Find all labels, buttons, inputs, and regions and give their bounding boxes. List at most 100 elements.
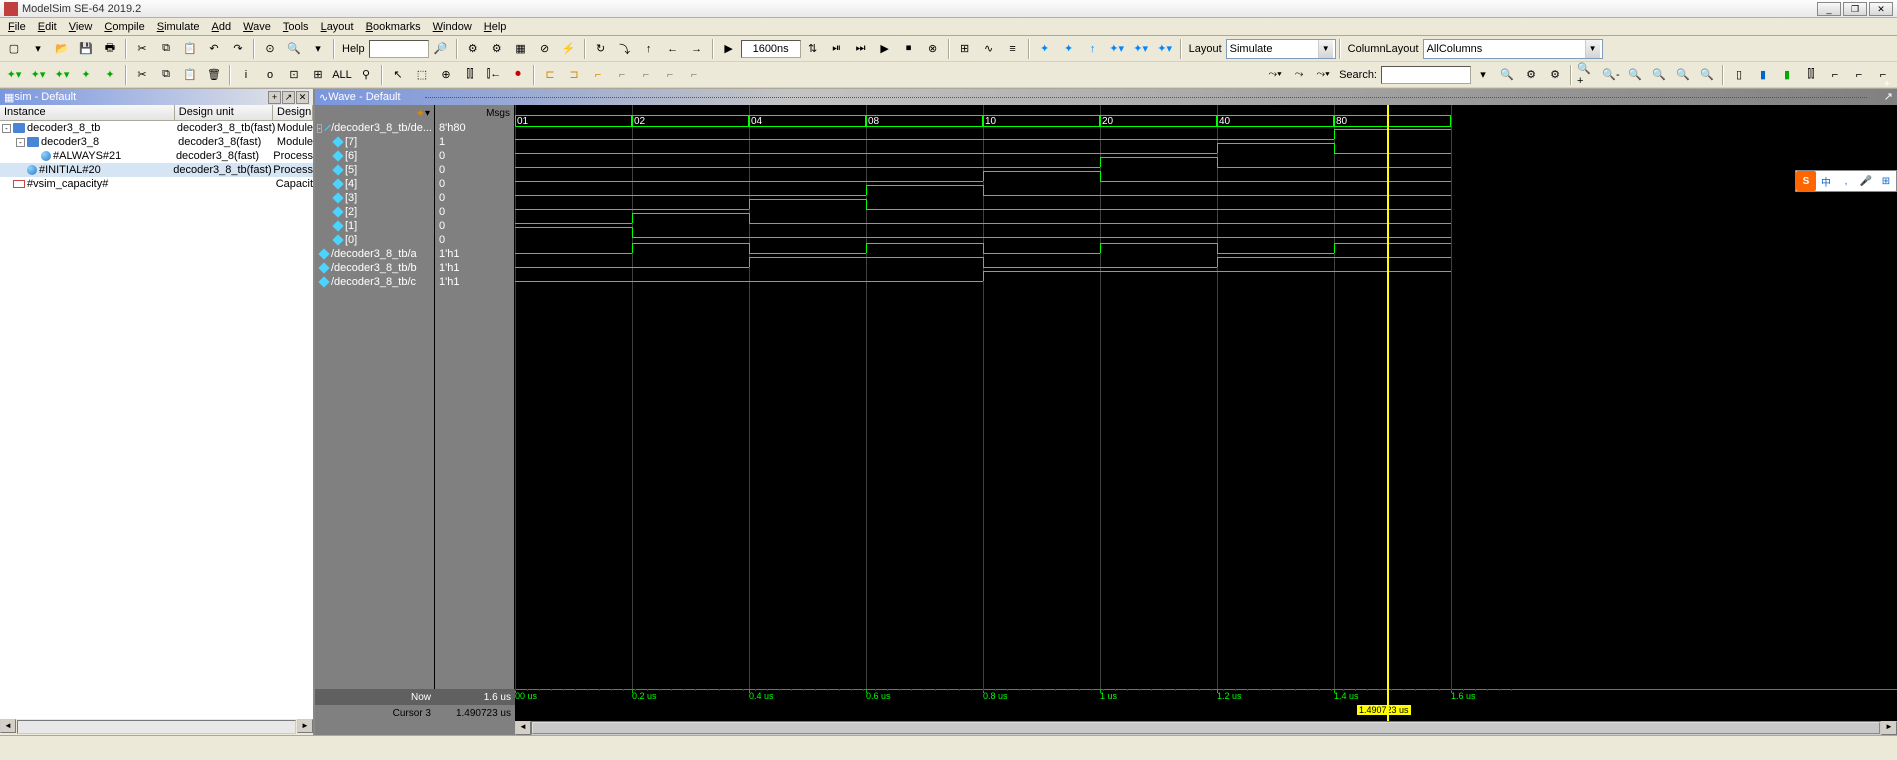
- edge-z-icon[interactable]: ⌐: [683, 64, 705, 86]
- fmt5-icon[interactable]: ⌐: [1824, 64, 1846, 86]
- ime-punct[interactable]: ,: [1836, 171, 1856, 191]
- trace2-icon[interactable]: ⤳: [1288, 64, 1310, 86]
- menu-add[interactable]: Add: [206, 19, 238, 35]
- signal-row[interactable]: /decoder3_8_tb/a: [315, 247, 434, 261]
- signal-row[interactable]: [2]: [315, 205, 434, 219]
- columnlayout-select[interactable]: AllColumns: [1423, 39, 1603, 59]
- menu-window[interactable]: Window: [427, 19, 478, 35]
- ime-lang[interactable]: 中: [1816, 171, 1836, 191]
- paste2-icon[interactable]: 📋: [179, 64, 201, 86]
- binoculars-icon[interactable]: 🔍: [283, 38, 305, 60]
- signal-row[interactable]: [5]: [315, 163, 434, 177]
- sim-icon[interactable]: ▦: [510, 38, 532, 60]
- collapse-icon[interactable]: ⫿←: [483, 64, 505, 86]
- fmt4-icon[interactable]: ⫿⫿: [1800, 64, 1822, 86]
- zoom-cursor-icon[interactable]: 🔍: [1648, 64, 1670, 86]
- menu-wave[interactable]: Wave: [237, 19, 277, 35]
- copy2-icon[interactable]: ⧉: [155, 64, 177, 86]
- cursor-up-icon[interactable]: ↑: [1082, 38, 1104, 60]
- undo-icon[interactable]: ↶: [203, 38, 225, 60]
- pointer-icon[interactable]: ↖: [387, 64, 409, 86]
- wave-icon[interactable]: ∿: [978, 38, 1000, 60]
- tree-expand-icon[interactable]: -: [16, 138, 25, 147]
- redo-icon[interactable]: ↷: [227, 38, 249, 60]
- open-icon[interactable]: 📂: [51, 38, 73, 60]
- trace3-icon[interactable]: ⤳▾: [1312, 64, 1334, 86]
- search-opt2-icon[interactable]: ⚙: [1544, 64, 1566, 86]
- sim-tree-row[interactable]: #vsim_capacity#Capacit: [0, 177, 313, 191]
- find-icon[interactable]: ⊙: [259, 38, 281, 60]
- edge-fall-icon[interactable]: ⌐: [611, 64, 633, 86]
- step-icon[interactable]: ⤵: [614, 38, 636, 60]
- wave-scroll-right[interactable]: ►: [1881, 721, 1897, 735]
- wave-panel-undock-button[interactable]: ↗: [1884, 90, 1893, 103]
- cursor-del-icon[interactable]: ✦▾: [1154, 38, 1176, 60]
- break2-icon[interactable]: ⊗: [922, 38, 944, 60]
- cursor-next-icon[interactable]: ✦▾: [1130, 38, 1152, 60]
- signal-row[interactable]: [6]: [315, 149, 434, 163]
- menu-edit[interactable]: Edit: [32, 19, 63, 35]
- copy-icon[interactable]: ⧉: [155, 38, 177, 60]
- signal-row[interactable]: /decoder3_8_tb/c: [315, 275, 434, 289]
- wave-scroll-left[interactable]: ◄: [515, 721, 531, 735]
- sim-scroll-right[interactable]: ►: [297, 719, 313, 733]
- search-input[interactable]: [1381, 66, 1471, 84]
- sim-panel-add-button[interactable]: +: [268, 91, 281, 104]
- layout-select[interactable]: Simulate: [1226, 39, 1336, 59]
- io-icon[interactable]: ⊡: [283, 64, 305, 86]
- cursor-add-icon[interactable]: ✦: [1034, 38, 1056, 60]
- ime-mic-icon[interactable]: 🎤: [1856, 171, 1876, 191]
- zoom-full-icon[interactable]: 🔍: [1624, 64, 1646, 86]
- edge-next-icon[interactable]: ⊐: [563, 64, 585, 86]
- search-go-icon[interactable]: 🔍: [1496, 64, 1518, 86]
- list-icon[interactable]: ≡: [1002, 38, 1024, 60]
- down-icon[interactable]: ▾: [307, 38, 329, 60]
- sim-tree[interactable]: -decoder3_8_tbdecoder3_8_tb(fast)Module-…: [0, 121, 313, 719]
- run-icon[interactable]: ▶: [718, 38, 740, 60]
- waveform-plot[interactable]: 0102040810204080: [515, 105, 1897, 689]
- menu-bookmarks[interactable]: Bookmarks: [360, 19, 427, 35]
- filter-icon[interactable]: ⚲: [355, 64, 377, 86]
- ime-s-icon[interactable]: S: [1796, 171, 1816, 191]
- run-time-input[interactable]: [741, 40, 801, 58]
- zoom-mode-icon[interactable]: ⊕: [435, 64, 457, 86]
- ruler-cursor-label[interactable]: 1.490723 us: [1357, 705, 1411, 715]
- wave-scroll-track[interactable]: [531, 721, 1881, 735]
- wave-scroll-thumb[interactable]: [532, 722, 1880, 734]
- menu-tools[interactable]: Tools: [277, 19, 315, 35]
- dropdown-icon[interactable]: ▾: [27, 38, 49, 60]
- fmt2-icon[interactable]: ▮: [1752, 64, 1774, 86]
- zoom-out-icon[interactable]: 🔍-: [1600, 64, 1622, 86]
- sim-tree-row[interactable]: -decoder3_8decoder3_8(fast)Module: [0, 135, 313, 149]
- save-icon[interactable]: 💾: [75, 38, 97, 60]
- o-icon[interactable]: o: [259, 64, 281, 86]
- run-all-icon[interactable]: ⏭: [850, 38, 872, 60]
- zoom-in-icon[interactable]: 🔍+: [1576, 64, 1598, 86]
- window-icon[interactable]: ⊞: [954, 38, 976, 60]
- cursor-link-icon[interactable]: ✦▾: [1106, 38, 1128, 60]
- signal-icon[interactable]: ⏺: [507, 64, 529, 86]
- cursor-prev-icon[interactable]: ✦: [1058, 38, 1080, 60]
- close-button[interactable]: ✕: [1869, 2, 1893, 16]
- add-list-icon[interactable]: ✦▾: [27, 64, 49, 86]
- sim-tree-row[interactable]: #ALWAYS#21decoder3_8(fast)Process: [0, 149, 313, 163]
- stop-icon[interactable]: ⏹: [898, 38, 920, 60]
- wave-panel-add-button[interactable]: +: [1884, 78, 1893, 90]
- zoom-last-icon[interactable]: 🔍: [1696, 64, 1718, 86]
- paste-icon[interactable]: 📋: [179, 38, 201, 60]
- sim-panel-undock-button[interactable]: ↗: [282, 91, 295, 104]
- up-arrow-icon[interactable]: ↑: [638, 38, 660, 60]
- continue-icon[interactable]: ▶: [874, 38, 896, 60]
- ime-keyboard-icon[interactable]: ⊞: [1876, 171, 1896, 191]
- tool-icon[interactable]: ⚡: [558, 38, 580, 60]
- all-icon[interactable]: ALL: [331, 64, 353, 86]
- fmt1-icon[interactable]: ▯: [1728, 64, 1750, 86]
- menu-simulate[interactable]: Simulate: [151, 19, 206, 35]
- new-icon[interactable]: ▢: [3, 38, 25, 60]
- run-step-icon[interactable]: ⏯: [826, 38, 848, 60]
- edge-rise-icon[interactable]: ⌐: [587, 64, 609, 86]
- edge-prev-icon[interactable]: ⊏: [539, 64, 561, 86]
- break-icon[interactable]: ⊘: [534, 38, 556, 60]
- menu-view[interactable]: View: [63, 19, 99, 35]
- sim-scroll-track[interactable]: [17, 720, 296, 734]
